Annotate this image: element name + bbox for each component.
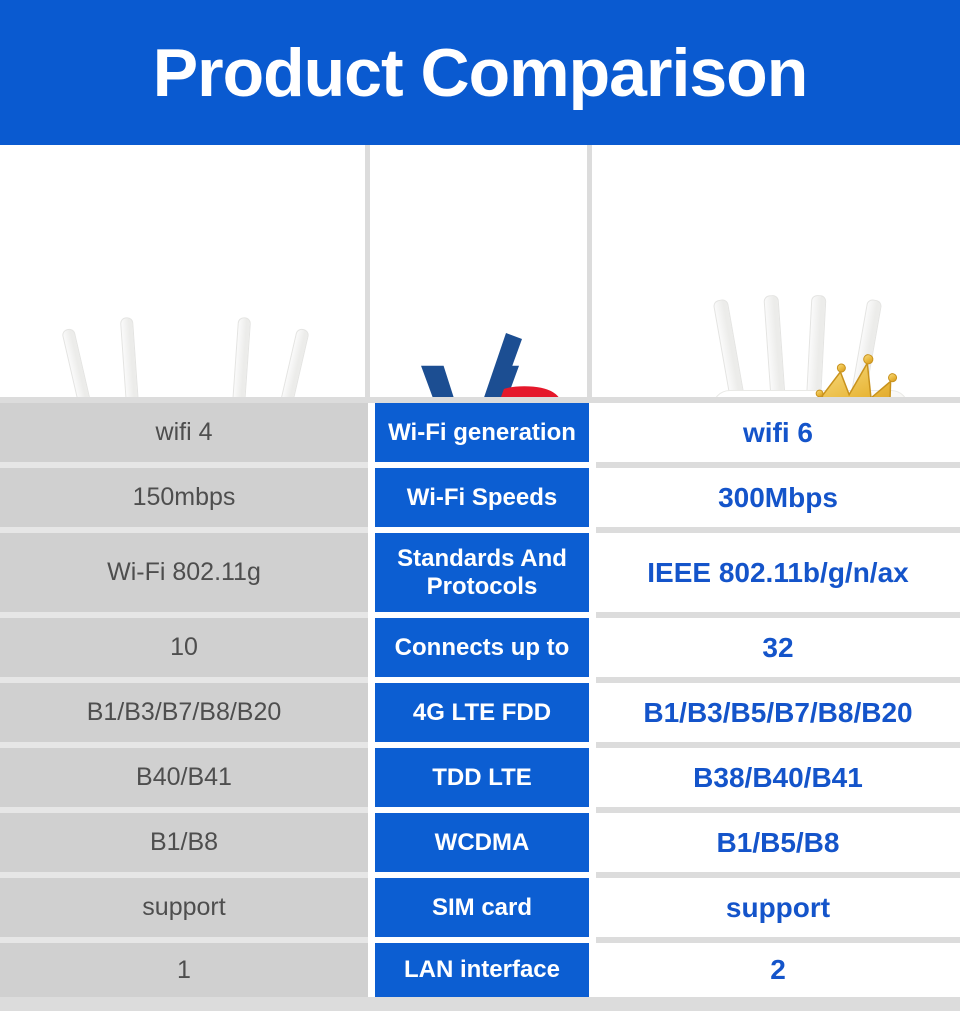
spec-left-value: 150mbps [0,468,368,527]
column-divider-left [365,145,370,397]
spec-left-value: B1/B3/B7/B8/B20 [0,683,368,742]
spec-name: Wi-Fi Speeds [375,468,589,527]
spec-name: Standards And Protocols [375,533,589,612]
comparison-table: wifi 4 150mbps Wi-Fi 802.11g 10 B1/B3/B7… [0,397,960,1011]
spec-name: SIM card [375,878,589,937]
spec-right-value: support [596,878,960,937]
spec-left-value: Wi-Fi 802.11g [0,533,368,612]
spec-left-value: 1 [0,943,368,997]
spec-name: Wi-Fi generation [375,403,589,462]
title-banner: Product Comparison [0,0,960,145]
table-bottom-separator [0,997,960,1011]
spec-name-column: Wi-Fi generation Wi-Fi Speeds Standards … [368,403,596,997]
spec-right-value: B1/B5/B8 [596,813,960,872]
spec-right-value: 2 [596,943,960,997]
spec-name: WCDMA [375,813,589,872]
spec-right-value: B1/B3/B5/B7/B8/B20 [596,683,960,742]
spec-name: 4G LTE FDD [375,683,589,742]
column-divider-right [587,145,592,397]
spec-left-value: 10 [0,618,368,677]
spec-name: LAN interface [375,943,589,997]
right-product-spec-column: wifi 6 300Mbps IEEE 802.11b/g/n/ax 32 B1… [596,403,960,997]
products-section: TTT V S [0,145,960,531]
spec-right-value: B38/B40/B41 [596,748,960,807]
spec-left-value: B40/B41 [0,748,368,807]
table-top-separator [0,397,960,403]
spec-right-value: 32 [596,618,960,677]
spec-right-value: IEEE 802.11b/g/n/ax [596,533,960,612]
spec-left-value: B1/B8 [0,813,368,872]
spec-name: Connects up to [375,618,589,677]
spec-left-value: support [0,878,368,937]
left-product-spec-column: wifi 4 150mbps Wi-Fi 802.11g 10 B1/B3/B7… [0,403,368,997]
spec-right-value: wifi 6 [596,403,960,462]
spec-name: TDD LTE [375,748,589,807]
spec-right-value: 300Mbps [596,468,960,527]
page-title: Product Comparison [152,34,808,111]
spec-left-value: wifi 4 [0,403,368,462]
